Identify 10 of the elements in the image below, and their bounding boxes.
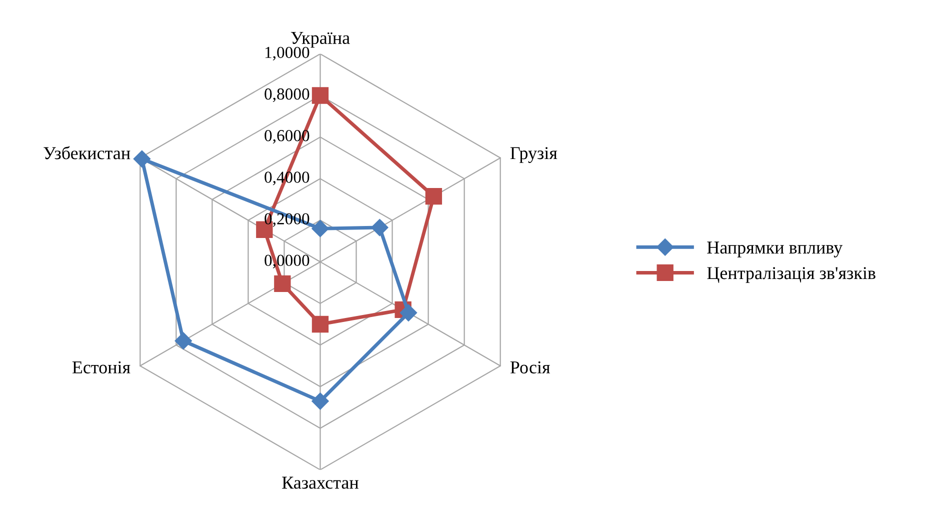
y-tick-label: 0,8000 xyxy=(264,88,310,102)
legend-label: Напрямки впливу xyxy=(707,242,843,258)
spoke-label: Казахстан xyxy=(282,476,358,489)
y-tick-label: 1,0000 xyxy=(265,46,310,60)
spoke-label: Грузія xyxy=(510,147,558,163)
spoke-label: Україна xyxy=(290,32,350,48)
spoke-label: Росія xyxy=(510,361,550,374)
legend-label: Централізація зв'язків xyxy=(707,267,876,283)
spoke-label: Естонія xyxy=(72,361,130,374)
spoke-label: Узбекистан xyxy=(44,146,130,160)
